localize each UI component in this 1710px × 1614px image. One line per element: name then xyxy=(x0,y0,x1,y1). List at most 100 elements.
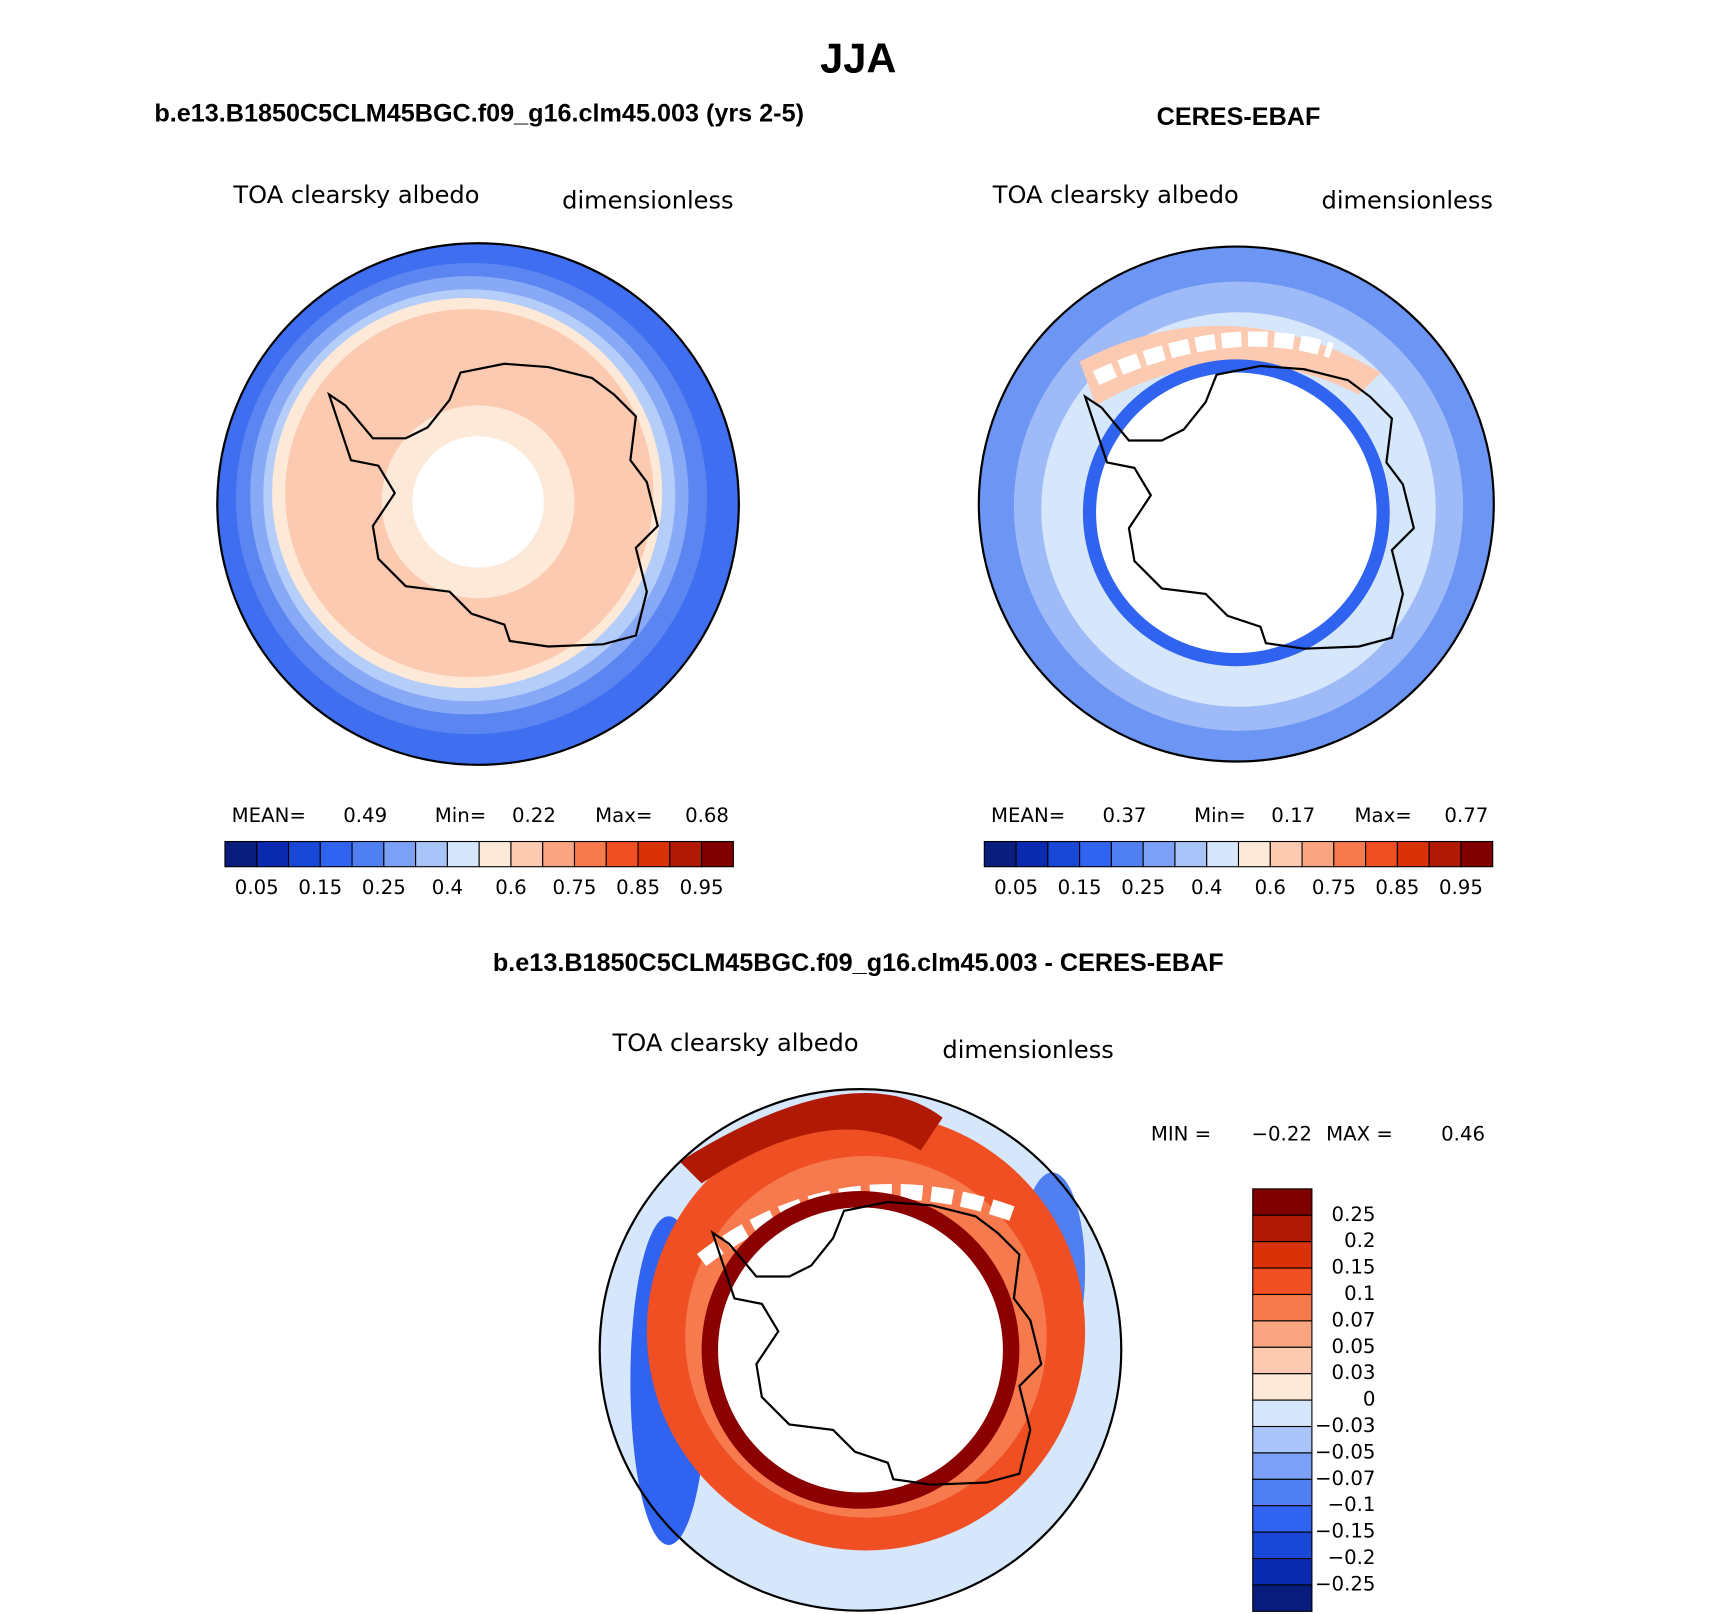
colorbar-box xyxy=(637,840,671,868)
stat-label: MEAN= xyxy=(991,804,1065,827)
colorbar-box xyxy=(1252,1452,1313,1480)
colorbar-box xyxy=(1252,1293,1313,1322)
stat-label: MEAN= xyxy=(232,804,306,827)
colorbar-box xyxy=(1396,840,1430,868)
colorbar-box xyxy=(1237,840,1271,868)
colorbar-box xyxy=(1047,840,1081,868)
colorbar-label: −0.25 xyxy=(1315,1572,1375,1595)
colorbar-box xyxy=(983,840,1017,868)
colorbar-label: 0.15 xyxy=(298,876,342,899)
colorbar-label: 0.03 xyxy=(1332,1361,1376,1384)
units: dimensionless xyxy=(562,187,733,215)
colorbar-label: 0.75 xyxy=(553,876,597,899)
colorbar-label: −0.15 xyxy=(1315,1520,1375,1543)
map xyxy=(977,245,1495,763)
colorbar-label: −0.1 xyxy=(1328,1493,1376,1516)
colorbar-label: −0.05 xyxy=(1315,1440,1375,1463)
stat-value: −0.22 xyxy=(1251,1123,1311,1146)
colorbar-box xyxy=(1015,840,1049,868)
colorbar-box xyxy=(415,840,448,868)
colorbar-box xyxy=(1252,1188,1313,1216)
colorbar-label: 0.2 xyxy=(1344,1229,1375,1252)
colorbar-label: 0.05 xyxy=(1332,1335,1376,1358)
colorbar-box xyxy=(319,840,353,868)
panel-title: CERES-EBAF xyxy=(1157,103,1321,131)
stat-label: Min= xyxy=(435,804,487,827)
figure-title: JJA xyxy=(820,34,896,81)
colorbar-label: −0.07 xyxy=(1315,1467,1375,1490)
stat-value: 0.68 xyxy=(685,804,729,827)
panel-title: b.e13.B1850C5CLM45BGC.f09_g16.clm45.003 … xyxy=(154,100,804,128)
colorbar-box xyxy=(701,840,734,868)
variable-name: TOA clearsky albedo xyxy=(232,181,479,209)
colorbar-label: 0.6 xyxy=(1255,876,1286,899)
colorbar-label: 0.05 xyxy=(994,876,1038,899)
colorbar-box xyxy=(1252,1373,1313,1401)
colorbar-box xyxy=(1079,840,1112,868)
colorbar-box xyxy=(1301,840,1335,868)
stat-value: 0.46 xyxy=(1441,1123,1485,1146)
map xyxy=(598,1088,1123,1612)
colorbar-box xyxy=(669,840,703,868)
colorbar-box xyxy=(1252,1531,1313,1560)
colorbar-box xyxy=(383,840,417,868)
stat-label: MAX = xyxy=(1326,1123,1393,1146)
colorbar-box xyxy=(1174,840,1208,868)
colorbar-box xyxy=(224,840,258,868)
colorbar-box xyxy=(1252,1425,1313,1454)
colorbar-box xyxy=(1142,840,1176,868)
colorbar-box xyxy=(1252,1241,1313,1269)
units: dimensionless xyxy=(1322,187,1493,215)
colorbar-label: 0.25 xyxy=(1121,876,1165,899)
colorbar-label: 0.85 xyxy=(616,876,660,899)
colorbar-label: −0.03 xyxy=(1315,1414,1375,1437)
colorbar-box xyxy=(542,840,576,868)
stat-value: 0.22 xyxy=(512,804,556,827)
colorbar-box xyxy=(510,840,544,868)
stat-value: 0.17 xyxy=(1271,804,1315,827)
colorbar-label: 0.85 xyxy=(1375,876,1419,899)
stat-label: Max= xyxy=(1354,804,1411,827)
colorbar-box xyxy=(1110,840,1144,868)
colorbar-label: 0.05 xyxy=(235,876,279,899)
colorbar-box xyxy=(1333,840,1367,868)
stat-value: 0.77 xyxy=(1444,804,1488,827)
colorbar-label: 0.15 xyxy=(1058,876,1102,899)
colorbar-box xyxy=(1252,1584,1313,1612)
stat-value: 0.49 xyxy=(343,804,387,827)
colorbar-label: 0.95 xyxy=(1439,876,1483,899)
colorbar-box xyxy=(1252,1505,1313,1533)
colorbar-box xyxy=(1252,1478,1313,1507)
colorbar-box xyxy=(1252,1267,1313,1296)
colorbar-box xyxy=(1365,840,1398,868)
stat-label: Max= xyxy=(595,804,652,827)
map xyxy=(216,242,740,766)
panel-title: b.e13.B1850C5CLM45BGC.f09_g16.clm45.003 … xyxy=(493,949,1224,977)
colorbar-box xyxy=(573,840,607,868)
colorbar-box xyxy=(1252,1214,1313,1243)
colorbar-box xyxy=(605,840,639,868)
colorbar-box xyxy=(256,840,290,868)
variable-name: TOA clearsky albedo xyxy=(612,1029,859,1057)
colorbar-box xyxy=(287,840,321,868)
colorbar-box xyxy=(1252,1399,1313,1428)
colorbar-label: 0.25 xyxy=(1332,1203,1376,1226)
colorbar-label: 0.95 xyxy=(680,876,724,899)
colorbar-label: 0.15 xyxy=(1332,1256,1376,1279)
colorbar-label: 0.6 xyxy=(495,876,526,899)
stat-label: Min= xyxy=(1194,804,1246,827)
colorbar-label: 0.1 xyxy=(1344,1282,1375,1305)
variable-name: TOA clearsky albedo xyxy=(992,181,1239,209)
colorbar-label: 0.4 xyxy=(1191,876,1222,899)
colorbar-label: 0.75 xyxy=(1312,876,1356,899)
colorbar-box xyxy=(1252,1320,1313,1348)
stat-label: MIN = xyxy=(1151,1123,1211,1146)
colorbar-box xyxy=(1252,1558,1313,1586)
colorbar-label: 0 xyxy=(1363,1388,1376,1411)
colorbar-box xyxy=(1206,840,1240,868)
colorbar-box xyxy=(1269,840,1303,868)
colorbar-box xyxy=(1428,840,1462,868)
colorbar-box xyxy=(478,840,512,868)
colorbar-label: −0.2 xyxy=(1328,1546,1376,1569)
